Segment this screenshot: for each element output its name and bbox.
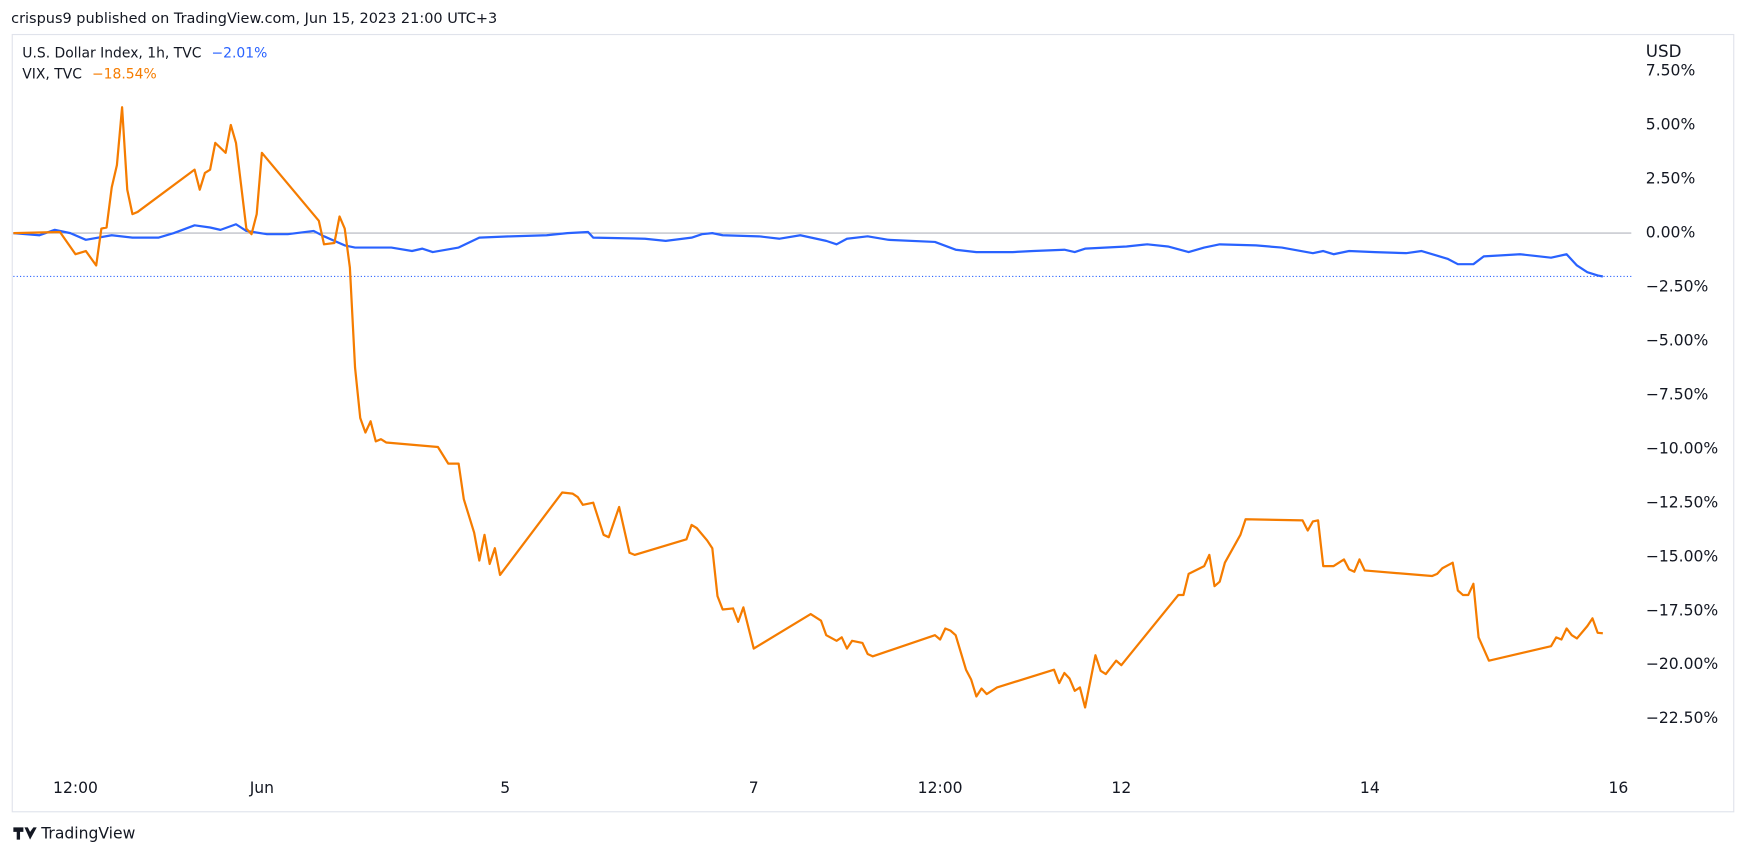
x-tick-label: 12 [1111,779,1131,797]
footer-logo: TradingView [13,825,136,843]
y-tick-label: 7.50% [1646,62,1696,80]
x-tick-label: 12:00 [918,779,963,797]
y-tick-label: −2.50% [1646,278,1709,296]
y-tick-label: −22.50% [1646,709,1718,727]
logo-icon [13,827,37,840]
y-tick-label: −15.00% [1646,547,1718,565]
y-tick-label: −7.50% [1646,385,1709,403]
series-line [13,223,1604,278]
legend-change: −2.01% [212,45,268,61]
legend-name: U.S. Dollar Index, 1h, TVC [22,45,201,61]
x-tick-label: 16 [1608,779,1628,797]
y-tick-label: −5.00% [1646,332,1709,350]
x-tick-label: 7 [749,779,759,797]
x-tick-label: 5 [500,779,510,797]
y-tick-label: −10.00% [1646,439,1718,457]
y-tick-label: −20.00% [1646,655,1718,673]
y-tick-label: 2.50% [1646,170,1696,188]
legend-entry: VIX, TVC −18.54% [22,67,156,83]
y-tick-label: 0.00% [1646,224,1696,242]
header: crispus9 published on TradingView.com, J… [11,11,497,27]
y-axis-label: USD [1646,41,1682,61]
y-tick-label: −17.50% [1646,601,1718,619]
legend-change: −18.54% [92,67,157,83]
series-line [13,106,1603,709]
y-tick-label: 5.00% [1646,116,1696,134]
x-tick-label: 12:00 [53,779,98,797]
y-tick-label: −12.50% [1646,493,1718,511]
x-tick-label: Jun [249,779,274,797]
chart-frame [11,33,1735,813]
footer-text: TradingView [40,825,135,843]
legend-entry: U.S. Dollar Index, 1h, TVC −2.01% [22,45,267,61]
legend-name: VIX, TVC [22,67,82,83]
x-tick-label: 14 [1360,779,1380,797]
